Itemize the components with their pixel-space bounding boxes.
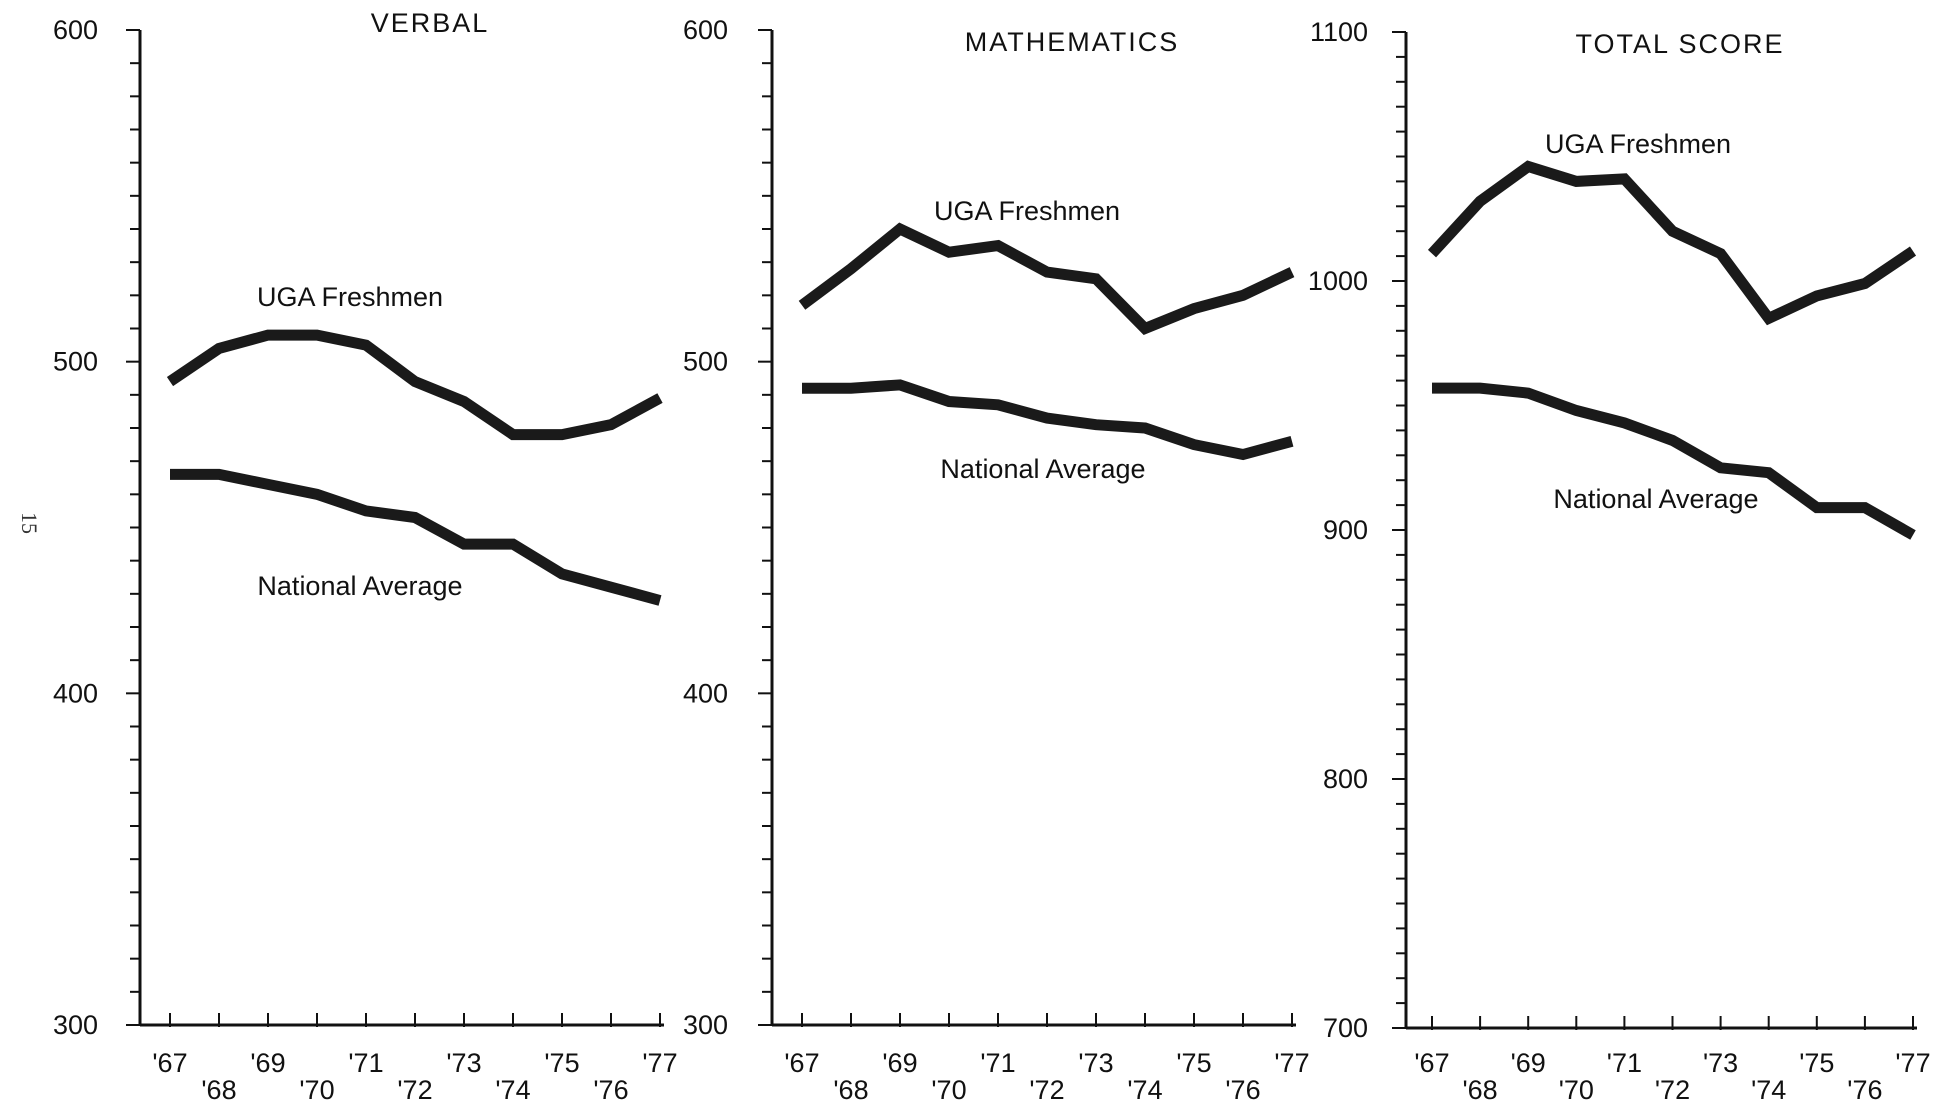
x-tick-label: '73 — [1703, 1048, 1738, 1078]
series-line-uga-freshmen — [1427, 160, 1917, 326]
x-tick-label: '72 — [1655, 1075, 1690, 1105]
x-tick-label: '69 — [882, 1048, 917, 1078]
series-line-national-average — [802, 379, 1294, 461]
y-tick-label: 1100 — [1310, 17, 1368, 47]
x-tick-label: '76 — [1847, 1075, 1882, 1105]
x-tick-label: '74 — [1751, 1075, 1786, 1105]
x-tick-label: '68 — [201, 1075, 236, 1105]
series-line-uga-freshmen — [166, 329, 663, 441]
chart-panel-0: 600 500 400 300 '67 '68 '69 '70 '71 '72 '73 '74 '75 '… — [53, 8, 678, 1105]
chart-title: VERBAL — [371, 8, 490, 38]
chart-panel-2: 1100 1000 900 800 700 '67 '68 '69 '70 '71 '72 '73 '7… — [1308, 17, 1931, 1105]
x-tick-label: '77 — [1274, 1048, 1309, 1078]
x-tick-label: '74 — [495, 1075, 530, 1105]
y-tick-label: 300 — [683, 1010, 728, 1040]
y-tick-label: 600 — [53, 15, 98, 45]
x-tick-label: '76 — [1225, 1075, 1260, 1105]
x-tick-label: '69 — [250, 1048, 285, 1078]
y-tick-label: 1000 — [1308, 266, 1368, 296]
y-tick-label: 500 — [53, 347, 98, 377]
y-tick-label: 600 — [683, 15, 728, 45]
x-tick-label: '77 — [1895, 1048, 1930, 1078]
x-tick-label: '73 — [1078, 1048, 1113, 1078]
y-tick-label: 800 — [1323, 764, 1368, 794]
x-tick-label: '72 — [397, 1075, 432, 1105]
y-tick-label: 300 — [53, 1010, 98, 1040]
x-tick-label: '68 — [833, 1075, 868, 1105]
y-tick-label: 900 — [1323, 515, 1368, 545]
series-line-national-average — [170, 468, 662, 606]
x-tick-label: '71 — [980, 1048, 1015, 1078]
x-tick-label: '75 — [1799, 1048, 1834, 1078]
x-tick-label: '69 — [1511, 1048, 1546, 1078]
x-tick-label: '67 — [152, 1048, 187, 1078]
series-label-uga-freshmen: UGA Freshmen — [1545, 129, 1731, 159]
x-tick-label: '77 — [642, 1048, 677, 1078]
x-tick-label: '74 — [1127, 1075, 1162, 1105]
series-label-national-average: National Average — [1553, 484, 1758, 514]
x-tick-label: '73 — [446, 1048, 481, 1078]
x-tick-label: '75 — [544, 1048, 579, 1078]
chart-title: TOTAL SCORE — [1575, 29, 1784, 59]
x-tick-label: '68 — [1463, 1075, 1498, 1105]
y-tick-label: 400 — [53, 678, 98, 708]
series-label-national-average: National Average — [940, 454, 1145, 484]
y-tick-label: 400 — [683, 678, 728, 708]
series-line-uga-freshmen — [798, 222, 1295, 335]
x-tick-label: '67 — [784, 1048, 819, 1078]
x-tick-label: '70 — [931, 1075, 966, 1105]
chart-title: MATHEMATICS — [965, 27, 1180, 57]
x-tick-label: '75 — [1176, 1048, 1211, 1078]
series-line-national-average — [1432, 382, 1916, 540]
series-label-uga-freshmen: UGA Freshmen — [934, 196, 1120, 226]
series-label-national-average: National Average — [257, 571, 462, 601]
x-tick-label: '70 — [299, 1075, 334, 1105]
x-tick-label: '70 — [1559, 1075, 1594, 1105]
charts-group: 600 500 400 300 '67 '68 '69 '70 '71 '72 '73 '74 '75 '… — [53, 8, 1931, 1105]
x-tick-label: '71 — [348, 1048, 383, 1078]
y-tick-label: 700 — [1323, 1013, 1368, 1043]
y-tick-label: 500 — [683, 347, 728, 377]
x-tick-label: '67 — [1414, 1048, 1449, 1078]
x-tick-label: '76 — [593, 1075, 628, 1105]
page-number: 15 — [17, 512, 42, 534]
x-tick-label: '71 — [1607, 1048, 1642, 1078]
x-tick-label: '72 — [1029, 1075, 1064, 1105]
chart-panel-1: 600 500 400 300 '67 '68 '69 '70 '71 '72 '73 '74 '75 '… — [683, 15, 1310, 1105]
series-label-uga-freshmen: UGA Freshmen — [257, 282, 443, 312]
